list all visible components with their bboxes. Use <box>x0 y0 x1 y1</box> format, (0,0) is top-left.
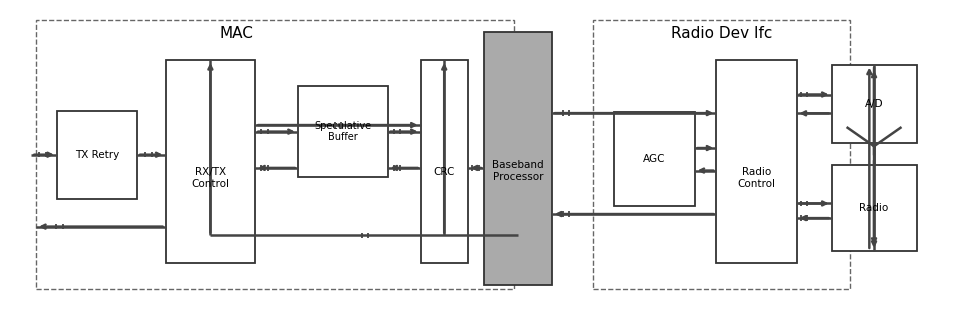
Text: A/D: A/D <box>865 99 883 109</box>
Bar <box>832 165 917 251</box>
Text: Baseband
Processor: Baseband Processor <box>492 160 544 182</box>
Bar <box>36 20 514 289</box>
Text: Radio: Radio <box>860 203 889 213</box>
Text: Radio Dev Ifc: Radio Dev Ifc <box>671 26 773 41</box>
Text: TX Retry: TX Retry <box>75 150 120 160</box>
Text: Radio
Control: Radio Control <box>737 167 775 189</box>
Bar <box>716 60 796 263</box>
Text: Speculative
Buffer: Speculative Buffer <box>314 121 371 143</box>
Text: MAC: MAC <box>220 26 254 41</box>
Bar <box>614 112 694 206</box>
Bar <box>832 65 917 143</box>
Bar <box>420 60 468 263</box>
Bar <box>298 86 388 177</box>
Bar <box>484 32 552 285</box>
Bar <box>166 60 255 263</box>
Text: CRC: CRC <box>434 167 455 177</box>
Text: AGC: AGC <box>643 154 666 164</box>
Bar <box>57 111 137 198</box>
Bar <box>594 20 850 289</box>
Text: RX/TX
Control: RX/TX Control <box>192 167 229 189</box>
